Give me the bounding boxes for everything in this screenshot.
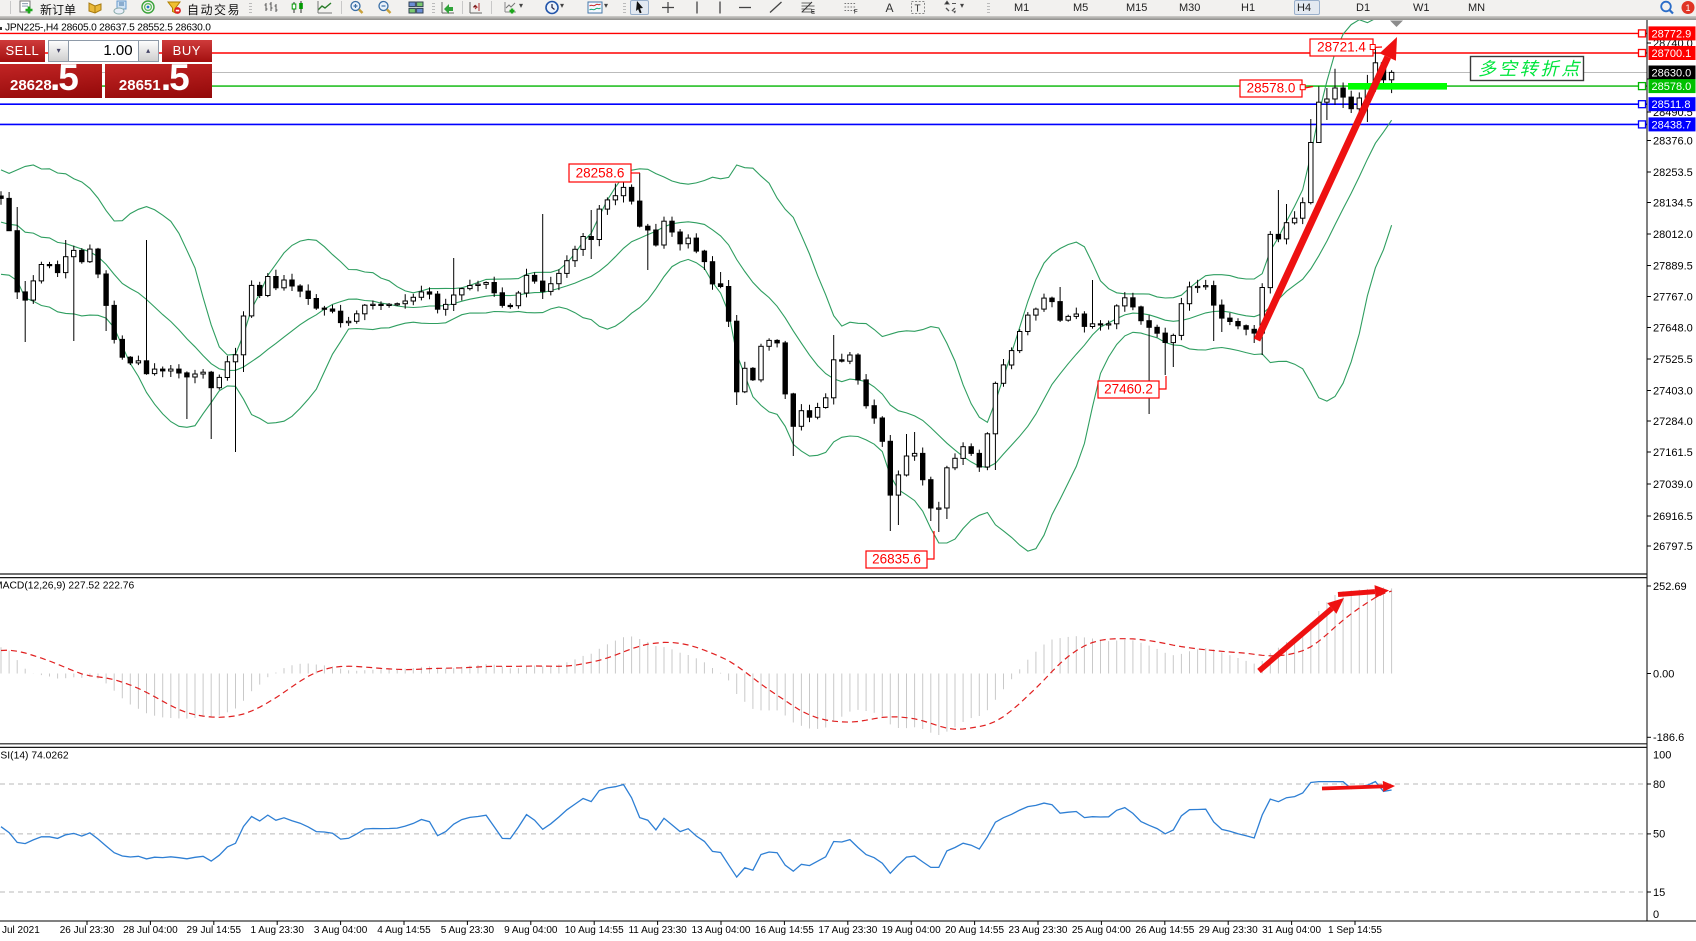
- svg-text:5 Aug 23:30: 5 Aug 23:30: [441, 925, 495, 936]
- svg-text:26797.5: 26797.5: [1653, 541, 1693, 553]
- svg-text:MACD(12,26,9) 227.52 222.76: MACD(12,26,9) 227.52 222.76: [0, 581, 135, 592]
- svg-text:26 Aug 14:55: 26 Aug 14:55: [1135, 925, 1194, 936]
- svg-text:50: 50: [1653, 829, 1665, 841]
- svg-text:1 Aug 23:30: 1 Aug 23:30: [251, 925, 305, 936]
- svg-text:F: F: [854, 10, 858, 16]
- svg-text:27161.5: 27161.5: [1653, 447, 1693, 459]
- svg-text:0.00: 0.00: [1653, 668, 1674, 680]
- svg-text:A: A: [886, 1, 894, 15]
- svg-text:80: 80: [1653, 779, 1665, 791]
- svg-text:11 Aug 23:30: 11 Aug 23:30: [628, 925, 687, 936]
- svg-text:25 Aug 04:00: 25 Aug 04:00: [1072, 925, 1131, 936]
- svg-text:4 Aug 14:55: 4 Aug 14:55: [377, 925, 431, 936]
- svg-text:E: E: [811, 10, 815, 16]
- svg-text:26 Jul 23:30: 26 Jul 23:30: [60, 925, 115, 936]
- svg-text:19 Aug 04:00: 19 Aug 04:00: [882, 925, 941, 936]
- svg-text:28 Jul 04:00: 28 Jul 04:00: [123, 925, 178, 936]
- svg-text:T: T: [915, 4, 921, 15]
- svg-text:17 Aug 23:30: 17 Aug 23:30: [818, 925, 877, 936]
- svg-text:27284.0: 27284.0: [1653, 416, 1693, 428]
- svg-text:27460.2: 27460.2: [1104, 382, 1153, 397]
- svg-text:31 Aug 04:00: 31 Aug 04:00: [1262, 925, 1321, 936]
- svg-text:23 Aug 23:30: 23 Aug 23:30: [1009, 925, 1068, 936]
- svg-text:多空转折点: 多空转折点: [1478, 59, 1582, 79]
- svg-text:28012.0: 28012.0: [1653, 229, 1693, 241]
- svg-text:100: 100: [1653, 750, 1671, 762]
- svg-text:27767.0: 27767.0: [1653, 291, 1693, 303]
- svg-text:13 Aug 04:00: 13 Aug 04:00: [692, 925, 751, 936]
- svg-text:28578.0: 28578.0: [1652, 81, 1692, 93]
- svg-text:28700.1: 28700.1: [1652, 48, 1692, 60]
- svg-text:Jul 2021: Jul 2021: [2, 925, 40, 936]
- svg-text:29 Jul 14:55: 29 Jul 14:55: [187, 925, 242, 936]
- svg-text:3 Aug 04:00: 3 Aug 04:00: [314, 925, 368, 936]
- svg-text:28511.8: 28511.8: [1652, 99, 1691, 111]
- svg-text:28376.0: 28376.0: [1653, 135, 1693, 147]
- svg-text:20 Aug 14:55: 20 Aug 14:55: [945, 925, 1004, 936]
- svg-text:26835.6: 26835.6: [872, 552, 921, 567]
- svg-text:28630.0: 28630.0: [1652, 68, 1692, 80]
- svg-text:27525.5: 27525.5: [1653, 354, 1693, 366]
- svg-text:-186.6: -186.6: [1653, 732, 1684, 744]
- svg-text:28253.5: 28253.5: [1653, 167, 1693, 179]
- svg-text:252.69: 252.69: [1653, 581, 1687, 593]
- svg-text:26916.5: 26916.5: [1653, 511, 1693, 523]
- svg-text:27039.0: 27039.0: [1653, 479, 1693, 491]
- svg-text:0: 0: [1653, 909, 1659, 921]
- svg-text:16 Aug 14:55: 16 Aug 14:55: [755, 925, 814, 936]
- svg-text:1: 1: [1686, 3, 1691, 13]
- svg-text:28258.6: 28258.6: [576, 166, 625, 181]
- svg-text:27889.5: 27889.5: [1653, 260, 1693, 272]
- svg-text:27648.0: 27648.0: [1653, 322, 1693, 334]
- svg-text:1 Sep 14:55: 1 Sep 14:55: [1328, 925, 1382, 936]
- svg-text:28578.0: 28578.0: [1247, 81, 1296, 96]
- svg-text:9 Aug 04:00: 9 Aug 04:00: [504, 925, 558, 936]
- svg-text:27403.0: 27403.0: [1653, 385, 1693, 397]
- svg-text:RSI(14) 74.0262: RSI(14) 74.0262: [0, 751, 69, 762]
- svg-text:28772.9: 28772.9: [1652, 28, 1692, 40]
- svg-text:28721.4: 28721.4: [1317, 40, 1366, 55]
- svg-text:29 Aug 23:30: 29 Aug 23:30: [1199, 925, 1258, 936]
- svg-text:JPN225-,H4 28605.0 28637.5 28: JPN225-,H4 28605.0 28637.5 28552.5 28630…: [5, 23, 211, 34]
- svg-text:15: 15: [1653, 887, 1665, 899]
- svg-text:28134.5: 28134.5: [1653, 197, 1693, 209]
- svg-text:28438.7: 28438.7: [1652, 119, 1692, 131]
- svg-text:10 Aug 14:55: 10 Aug 14:55: [565, 925, 624, 936]
